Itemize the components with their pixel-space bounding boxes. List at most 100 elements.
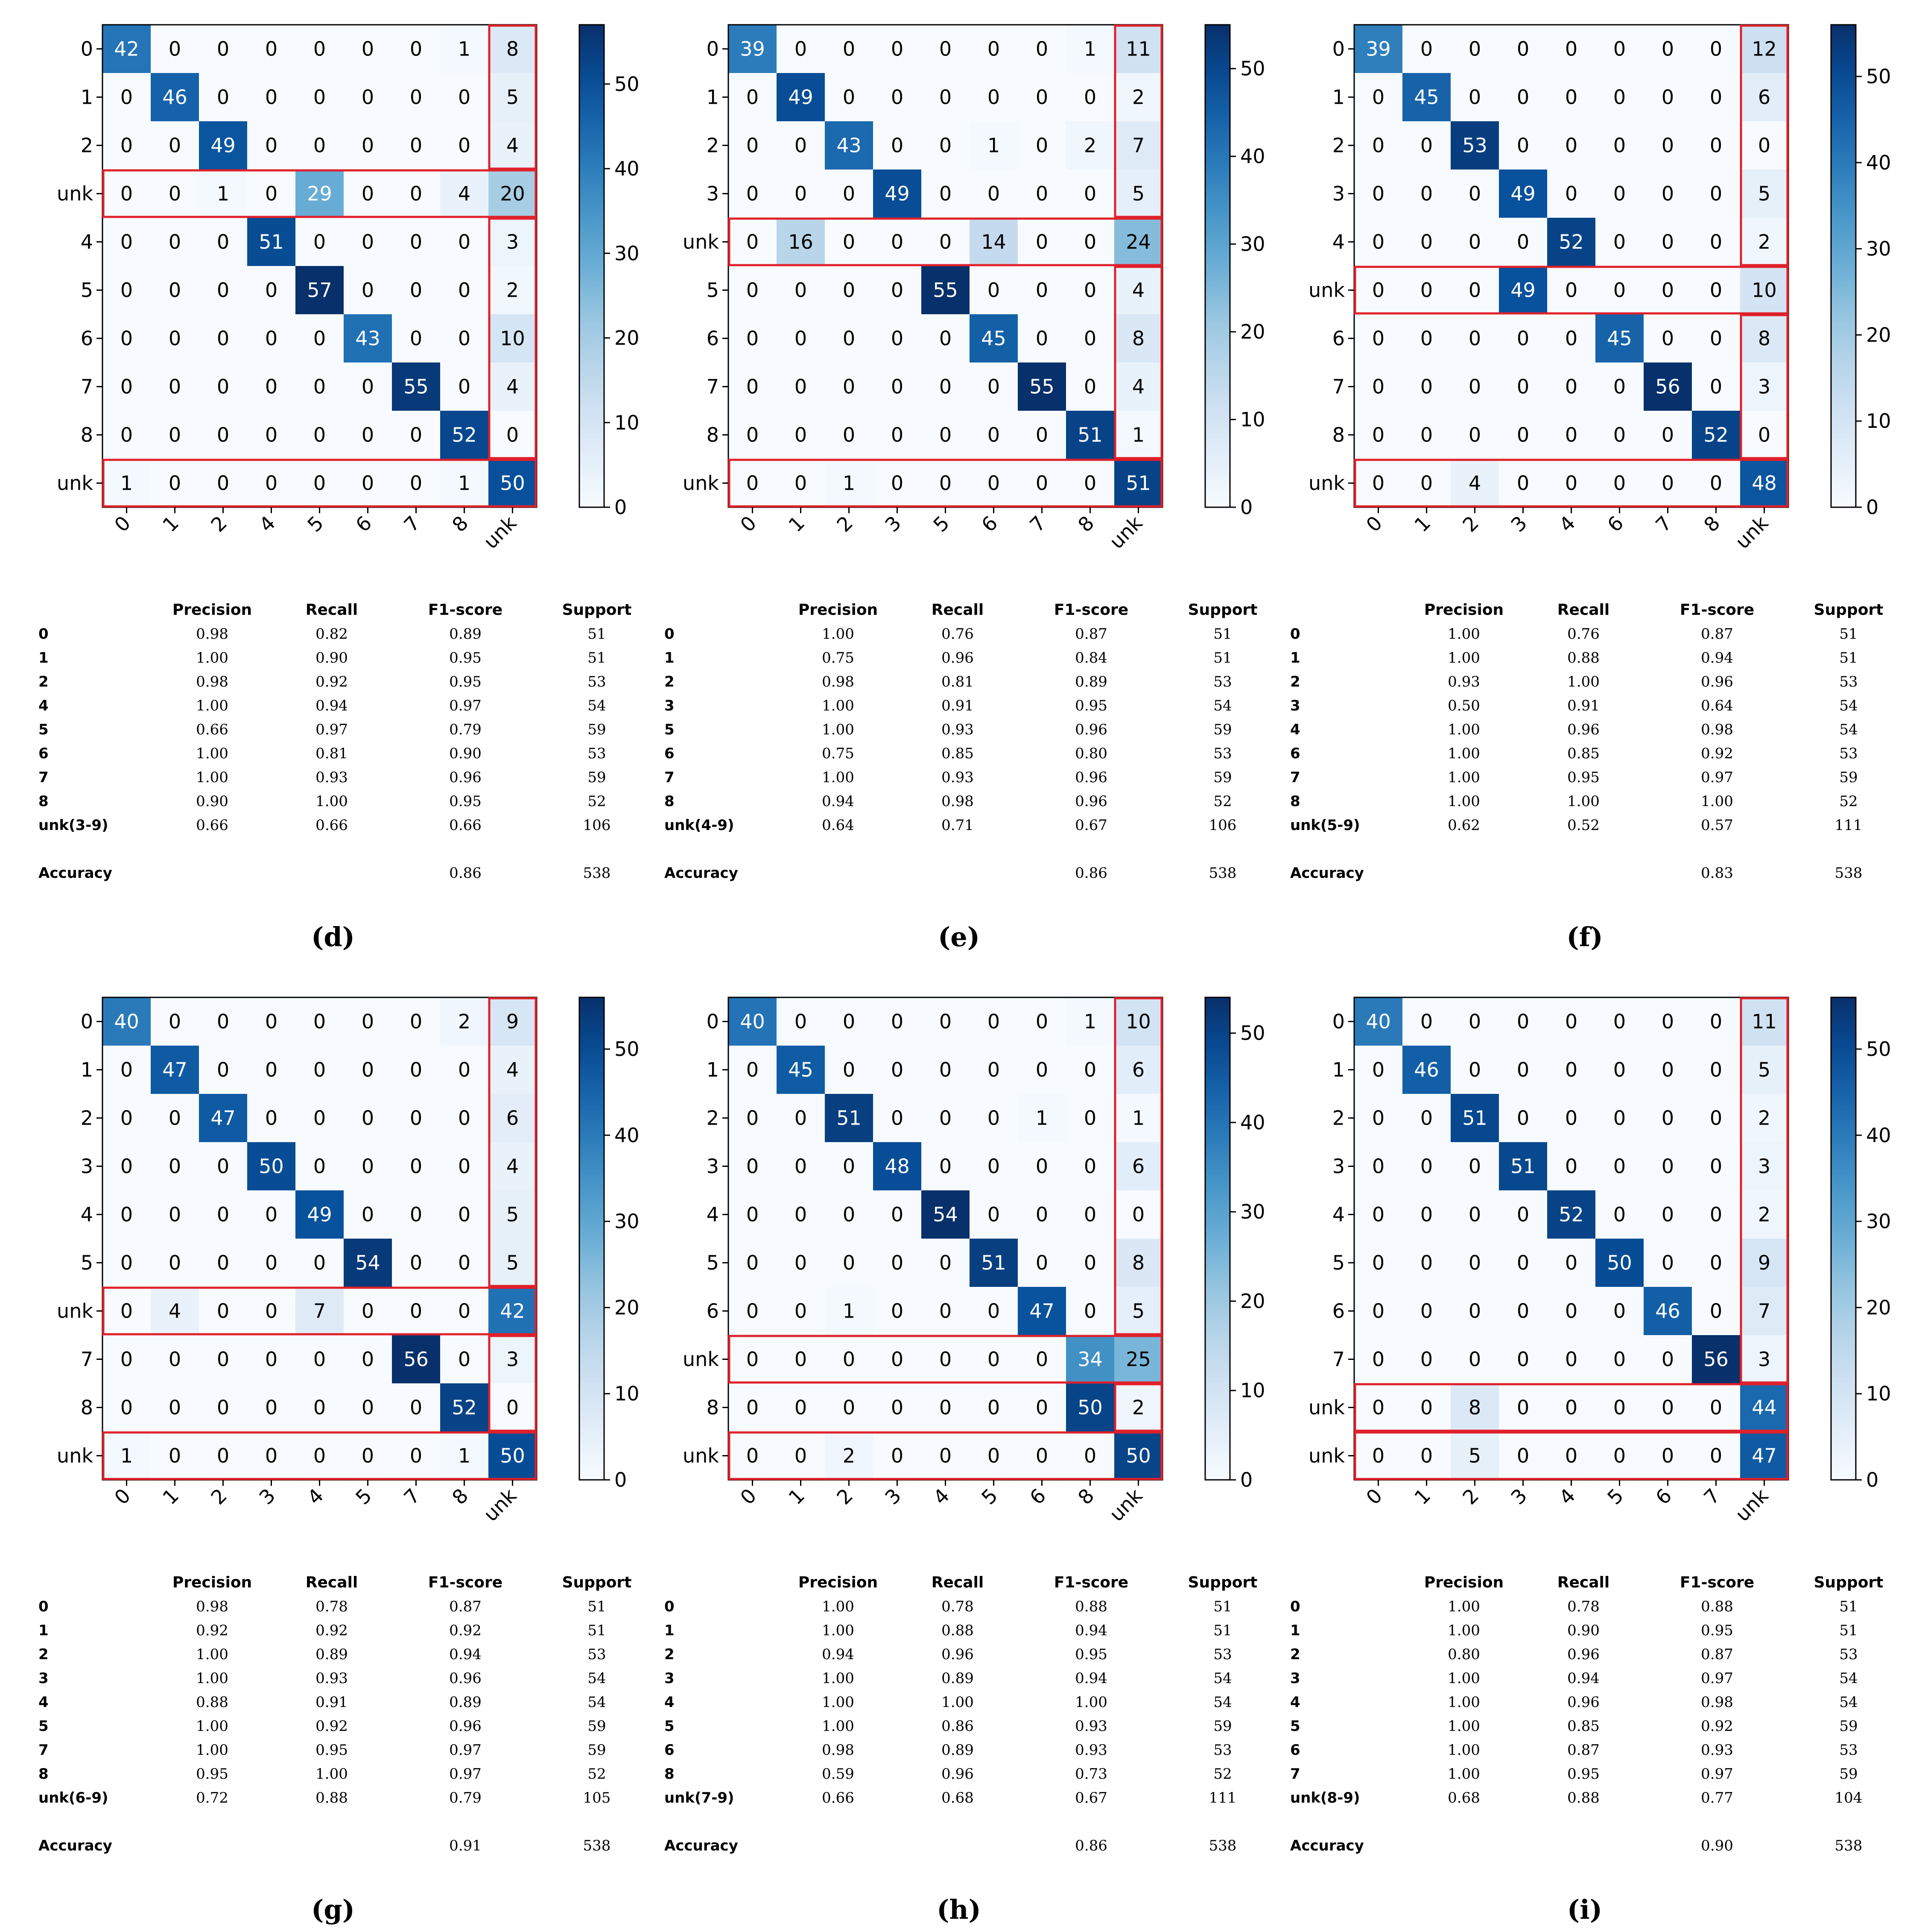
report-value: 0.96	[1567, 1694, 1600, 1711]
report-value: 51	[1839, 1622, 1858, 1639]
cell-value-label: 0	[362, 231, 374, 254]
matrix-cell	[921, 1094, 970, 1142]
matrix-cell	[1354, 1335, 1402, 1383]
report-row-label: 1	[664, 649, 675, 666]
report-value: 53	[587, 673, 606, 690]
matrix-cell	[344, 1142, 392, 1190]
matrix-cell	[151, 1239, 199, 1287]
report-value: 0.66	[315, 817, 348, 834]
matrix-cell	[921, 1142, 970, 1190]
matrix-cell	[970, 1383, 1018, 1432]
matrix-cell	[728, 1046, 777, 1094]
report-value: 1.00	[822, 721, 854, 738]
matrix-cell	[873, 314, 921, 362]
report-row-label: 5	[664, 1718, 675, 1735]
matrix-cell	[777, 1432, 825, 1480]
cell-value-label: 50	[500, 1444, 525, 1467]
matrix-cell	[440, 1432, 488, 1480]
cell-value-label: 0	[265, 424, 277, 447]
matrix-cell	[1354, 314, 1402, 362]
matrix-cell	[247, 1190, 295, 1239]
cell-value-label: 0	[1036, 1058, 1048, 1081]
x-tick-label: 4	[1554, 1484, 1580, 1509]
matrix-cell	[1451, 314, 1499, 362]
highlight-box	[1114, 997, 1163, 1336]
cell-value-label: 0	[1469, 375, 1481, 398]
matrix-cell	[1692, 1142, 1740, 1190]
cell-value-label: 51	[1510, 1155, 1536, 1178]
cell-value-label: 0	[746, 1444, 759, 1467]
matrix-cell	[1402, 1094, 1451, 1142]
cell-value-label: 0	[458, 1155, 470, 1178]
matrix-cell	[1402, 73, 1451, 121]
y-tick-label: 4	[1332, 1203, 1345, 1226]
accuracy-label: Accuracy	[1290, 1837, 1364, 1854]
matrix-cell	[344, 218, 392, 266]
cell-value-label: 0	[1710, 1251, 1722, 1274]
cell-value-label: 0	[458, 279, 470, 302]
report-row-label: 2	[1290, 673, 1300, 690]
matrix-cell	[295, 1239, 344, 1287]
matrix-cell	[440, 170, 488, 218]
matrix-cell	[1595, 73, 1644, 121]
cell-value-label: 0	[891, 1348, 903, 1371]
cell-value-label: 0	[1372, 1300, 1384, 1323]
matrix-cell	[488, 997, 537, 1046]
matrix-cell	[1066, 266, 1114, 314]
cell-value-label: 0	[939, 1155, 952, 1178]
y-tick-label: 2	[81, 1107, 93, 1130]
matrix-cell	[1114, 1383, 1162, 1432]
cell-value-label: 10	[1126, 1010, 1151, 1033]
report-value: 59	[587, 1718, 606, 1735]
cell-value-label: 47	[210, 1107, 236, 1130]
cell-value-label: 0	[1469, 1300, 1481, 1323]
report-value: 0.93	[941, 769, 974, 786]
report-row-label: 8	[38, 793, 49, 810]
y-tick-label: 2	[81, 134, 93, 157]
report-value: 0.97	[1701, 1670, 1733, 1687]
cell-value-label: 0	[265, 38, 277, 61]
y-tick-label: 8	[707, 1396, 719, 1419]
matrix-cell	[344, 314, 392, 362]
cell-value-label: 0	[746, 327, 759, 350]
matrix-cell	[970, 997, 1018, 1046]
report-row-label: 6	[1290, 745, 1300, 762]
colorbar-tick-label: 30	[614, 1210, 640, 1233]
cell-value-label: 0	[794, 375, 807, 398]
cell-value-label: 1	[1132, 1107, 1145, 1130]
report-header: F1-score	[428, 601, 502, 619]
y-tick-label: 7	[707, 375, 719, 398]
cell-value-label: 0	[265, 182, 277, 205]
matrix-cell	[970, 1432, 1018, 1480]
report-value: 0.89	[941, 1742, 974, 1759]
matrix-cell	[199, 121, 247, 170]
matrix-cell	[777, 1287, 825, 1335]
matrix-cell	[728, 1239, 777, 1287]
report-value: 54	[1839, 1670, 1858, 1687]
cell-value-label: 8	[1132, 327, 1145, 350]
y-tick-label: unk	[683, 1348, 719, 1371]
cell-value-label: 0	[1662, 1444, 1674, 1467]
cell-value-label: 0	[169, 1348, 181, 1371]
cell-value-label: 1	[843, 1300, 855, 1323]
matrix-cell	[344, 459, 392, 507]
cell-value-label: 0	[1084, 231, 1096, 254]
cell-value-label: 0	[1372, 1058, 1384, 1081]
x-tick-label: 2	[832, 511, 857, 537]
report-value: 0.87	[449, 1598, 482, 1615]
report-value: 51	[1213, 1622, 1232, 1639]
matrix-cell	[488, 1335, 537, 1383]
cell-value-label: 0	[1517, 38, 1529, 61]
matrix-cell	[1595, 362, 1644, 411]
cell-value-label: 2	[458, 1010, 470, 1033]
cell-value-label: 0	[1420, 1155, 1433, 1178]
matrix-cell	[344, 73, 392, 121]
matrix-cell	[151, 362, 199, 411]
matrix-cell	[1114, 218, 1162, 266]
cell-value-label: 0	[1469, 1203, 1481, 1226]
matrix-cell	[392, 1190, 440, 1239]
report-value: 0.80	[1075, 745, 1107, 762]
cell-value-label: 0	[987, 182, 1000, 205]
matrix-cell	[1499, 1383, 1547, 1432]
